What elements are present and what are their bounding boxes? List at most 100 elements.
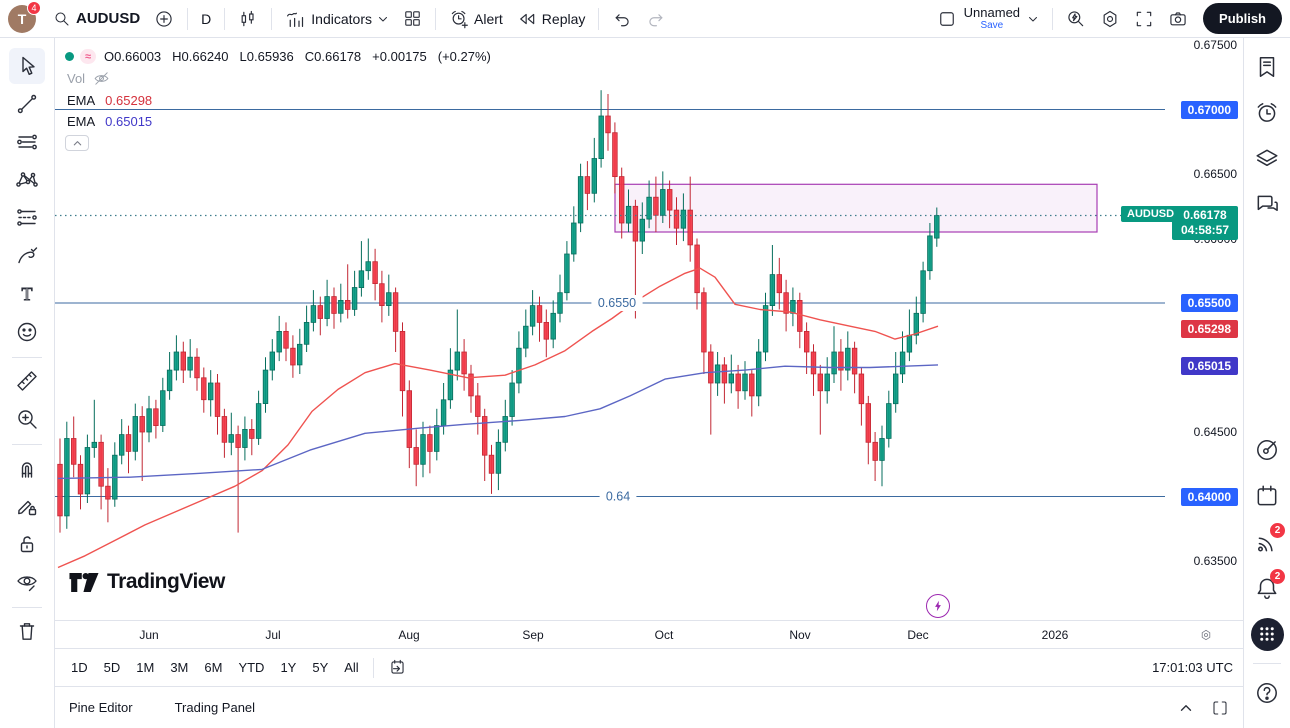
layout-name-label: Unnamed [963,5,1021,20]
divider [1253,663,1281,664]
range-1y-button[interactable]: 1Y [272,655,304,680]
sidebar-apps-grid-button[interactable] [1248,615,1286,653]
range-1m-button[interactable]: 1M [128,655,162,680]
tool-emoji[interactable] [9,314,45,350]
tab-trading-panel[interactable]: Trading Panel [174,700,256,715]
time-tick-2026: 2026 [1041,627,1069,642]
sidebar-help-button[interactable] [1248,674,1286,712]
tab-pine-editor[interactable]: Pine Editor [69,700,133,715]
range-5y-button[interactable]: 5Y [304,655,336,680]
user-avatar[interactable]: T 4 [8,0,41,33]
high-value: H0.66240 [170,49,231,64]
layout-button[interactable] [930,5,964,33]
symbol-search-button[interactable]: AUDUSD [46,6,147,32]
hidden-eye-icon[interactable] [93,70,110,87]
current-price-badge: 0.66178 04:58:57 [1172,205,1238,240]
undo-button[interactable] [605,5,639,33]
range-5d-button[interactable]: 5D [96,655,129,680]
tool-magnet[interactable] [9,450,45,486]
sidebar-object-tree-button[interactable] [1248,140,1286,178]
publish-button[interactable]: Publish [1203,3,1282,34]
tool-text[interactable]: T [9,276,45,312]
price-level-badge: 0.65298 [1180,320,1238,339]
tool-ruler[interactable] [9,363,45,399]
utc-clock[interactable]: 17:01:03 UTC [1152,660,1233,675]
candlestick-chart[interactable]: 0.6550 0.64 [55,38,1165,620]
tool-drawing-pencil-lock[interactable] [9,488,45,524]
indicator-templates-button[interactable] [396,5,429,32]
redo-button[interactable] [639,5,673,33]
tool-xabcd-pattern[interactable] [9,162,45,198]
plus-circle-icon [154,9,174,29]
chart-style-button[interactable] [231,5,265,33]
quick-search-button[interactable] [1059,5,1093,33]
bar-countdown: 04:58:57 [1180,222,1230,237]
volume-row[interactable]: Vol [65,70,493,87]
sidebar-alerts-clock-button[interactable] [1248,94,1286,132]
redo-icon [646,9,666,29]
layout-dropdown-button[interactable] [1020,9,1046,29]
time-axis[interactable]: Jun Jul Aug Sep Oct Nov Dec 2026 [55,620,1243,648]
sidebar-bell-button[interactable]: 2 [1248,569,1286,607]
tool-fib-retracement[interactable] [9,200,45,236]
sidebar-watchlist-button[interactable] [1248,48,1286,86]
snapshot-button[interactable] [1161,5,1195,33]
alert-button[interactable]: Alert [442,5,510,33]
compare-add-symbol-button[interactable] [147,5,181,33]
flash-event-icon[interactable] [926,594,950,618]
range-6m-button[interactable]: 6M [196,655,230,680]
range-ytd-button[interactable]: YTD [230,655,272,680]
ema-row-2[interactable]: EMA 0.65015 [65,114,493,129]
chart-pane[interactable]: 0.6550 0.64 ≈ O0.66003 H0.66240 L0.65936 … [55,38,1243,620]
svg-text:0.64: 0.64 [606,490,630,504]
fullscreen-button[interactable] [1127,5,1161,33]
ema-row-1[interactable]: EMA 0.65298 [65,93,493,108]
change-percent: (+0.27%) [435,49,493,64]
tool-lock[interactable] [9,526,45,562]
change-value: +0.00175 [370,49,429,64]
tool-hide-drawings-eye[interactable] [9,564,45,600]
go-to-date-button[interactable] [380,653,415,682]
chevron-up-icon [1177,699,1195,717]
tool-cursor[interactable] [9,48,45,84]
svg-text:T: T [22,284,33,304]
layout-name-save[interactable]: Unnamed Save [964,6,1020,31]
indicators-icon [285,8,306,29]
replay-button[interactable]: Replay [510,5,593,33]
time-tick-Dec: Dec [907,627,929,642]
price-tick: 0.64500 [1193,425,1237,439]
alert-clock-icon [449,9,469,29]
price-axis[interactable]: 0.675000.665000.660000.645000.635000.670… [1121,38,1243,620]
range-all-button[interactable]: All [336,655,366,680]
save-label: Save [980,20,1004,31]
range-3m-button[interactable]: 3M [162,655,196,680]
price-level-badge: 0.65015 [1180,356,1238,375]
range-1d-button[interactable]: 1D [63,655,96,680]
tool-trash[interactable] [9,613,45,649]
ema-label: EMA [65,93,98,108]
sidebar-feed-button[interactable]: 2 [1248,523,1286,561]
chart-settings-button[interactable] [1093,5,1127,33]
low-value: L0.65936 [237,49,296,64]
tool-trend-line[interactable] [9,86,45,122]
legend-collapse-button[interactable] [65,135,89,151]
panel-expand-button[interactable] [1177,699,1195,717]
sidebar-calendar-button[interactable] [1248,477,1286,515]
ohlc-row[interactable]: ≈ O0.66003 H0.66240 L0.65936 C0.66178 +0… [65,49,493,64]
separator [1052,7,1054,30]
indicators-button[interactable]: Indicators [278,4,396,33]
panel-maximize-button[interactable] [1211,699,1229,717]
axis-settings-gear-icon[interactable] [1199,628,1213,642]
divider [12,607,42,608]
interval-button[interactable]: D [194,7,218,31]
time-tick-Oct: Oct [654,627,674,642]
ema-value: 0.65015 [103,114,155,129]
tool-horizontal-line[interactable] [9,124,45,160]
tool-zoom-in[interactable] [9,401,45,437]
sidebar-radar-button[interactable] [1248,431,1286,469]
price-level-badge: 0.65500 [1180,294,1238,312]
sidebar-chat-button[interactable] [1248,186,1286,224]
quick-search-icon [1066,9,1086,29]
tool-brush[interactable] [9,238,45,274]
